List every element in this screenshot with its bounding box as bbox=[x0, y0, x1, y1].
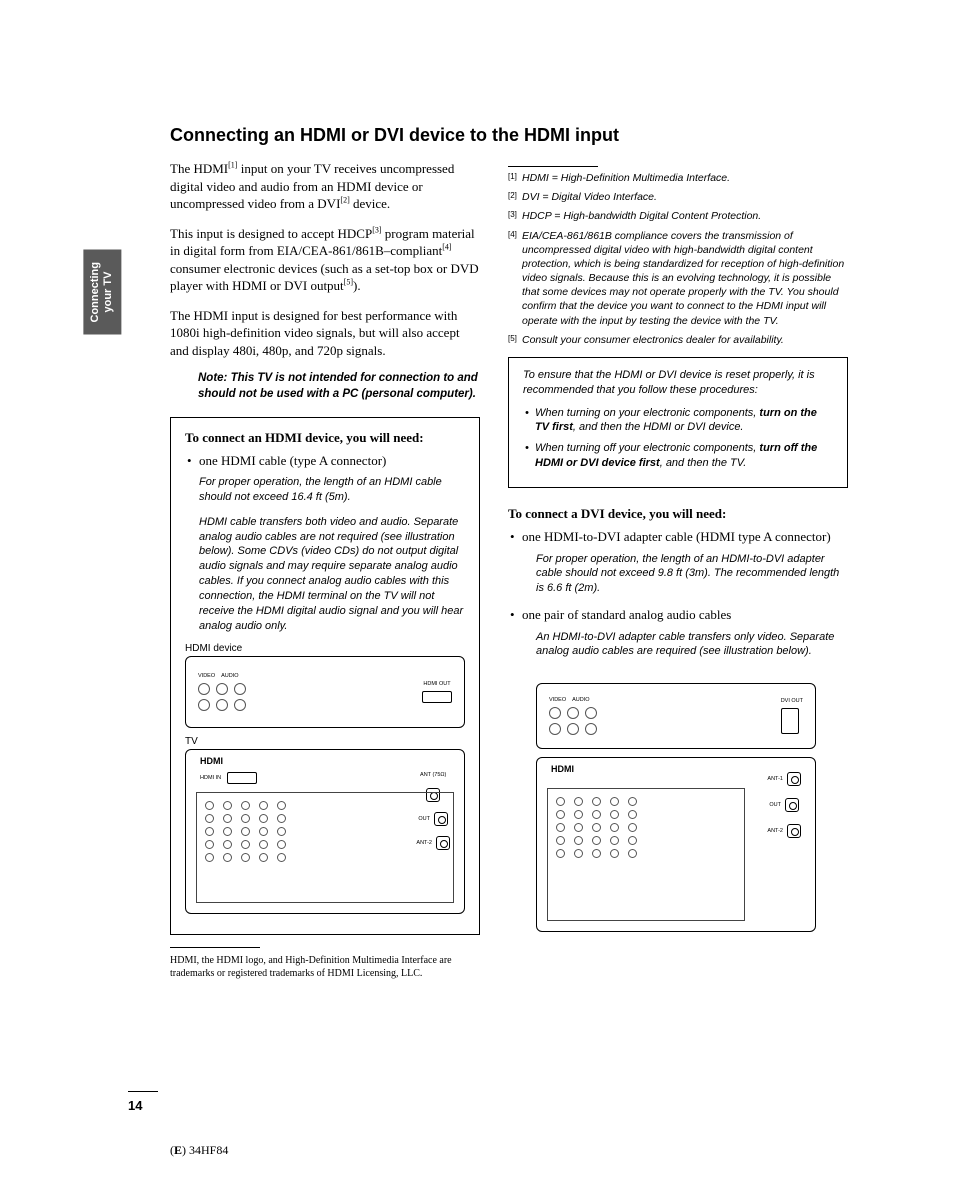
ant1-port-icon bbox=[787, 772, 801, 786]
footer-model: (E) 34HF84 bbox=[170, 1143, 228, 1158]
dvi-port-icon bbox=[781, 708, 799, 734]
tv-inner-panel bbox=[196, 792, 454, 903]
pc-note: Note: This TV is not intended for connec… bbox=[198, 371, 480, 402]
hdmi-logo: HDMI bbox=[200, 756, 223, 766]
tab-line2: your TV bbox=[102, 272, 114, 313]
trademark-note: HDMI, the HDMI logo, and High-Definition… bbox=[170, 954, 480, 980]
para-1: The HDMI[1] input on your TV receives un… bbox=[170, 160, 480, 213]
device-av-ports: VIDEO AUDIO bbox=[198, 673, 246, 711]
out-port-icon-2 bbox=[785, 798, 799, 812]
tv-inner-panel-2 bbox=[547, 788, 745, 921]
ant2-port-icon-2 bbox=[787, 824, 801, 838]
diagram-label-tv: TV bbox=[185, 736, 465, 747]
callout-bullet-1: When turning on your electronic componen… bbox=[523, 406, 833, 436]
dvi-device-av-ports: VIDEO AUDIO bbox=[549, 697, 597, 735]
chapter-tab: Connecting your TV bbox=[83, 250, 121, 335]
dvi-subhead: To connect a DVI device, you will need: bbox=[508, 506, 848, 522]
hdmi-note-1: For proper operation, the length of an H… bbox=[199, 475, 465, 505]
hdmi-bullet-1: one HDMI cable (type A connector) bbox=[185, 452, 465, 470]
hdmi-note-2: HDMI cable transfers both video and audi… bbox=[199, 515, 465, 634]
tab-line1: Connecting bbox=[89, 262, 101, 323]
hdmi-port-icon bbox=[422, 691, 452, 703]
right-column: [1]HDMI = High-Definition Multimedia Int… bbox=[508, 160, 848, 980]
page-content: Connecting an HDMI or DVI device to the … bbox=[170, 125, 850, 980]
reset-procedure-callout: To ensure that the HDMI or DVI device is… bbox=[508, 357, 848, 488]
hdmi-logo-2: HDMI bbox=[551, 764, 574, 774]
dvi-tv-diagram: HDMI ANT-1 OUT ANT-2 bbox=[536, 757, 816, 932]
dvi-bullet-1: one HDMI-to-DVI adapter cable (HDMI type… bbox=[508, 528, 848, 546]
hdmi-box-title: To connect an HDMI device, you will need… bbox=[185, 430, 465, 446]
footnote-rule-right bbox=[508, 166, 598, 167]
para-3: The HDMI input is designed for best perf… bbox=[170, 307, 480, 360]
diagram-label-device: HDMI device bbox=[185, 643, 465, 654]
device-hdmi-out: HDMI OUT bbox=[422, 681, 452, 703]
callout-bullet-2: When turning off your electronic compone… bbox=[523, 441, 833, 471]
footnote-4: [4]EIA/CEA-861/861B compliance covers th… bbox=[508, 229, 848, 328]
page-heading: Connecting an HDMI or DVI device to the … bbox=[170, 125, 850, 146]
hdmi-connect-box: To connect an HDMI device, you will need… bbox=[170, 417, 480, 936]
footnote-rule-left bbox=[170, 947, 260, 948]
dvi-bullet-2: one pair of standard analog audio cables bbox=[508, 606, 848, 624]
hdmi-device-diagram: VIDEO AUDIO HDMI OUT bbox=[185, 656, 465, 728]
footnote-5: [5]Consult your consumer electronics dea… bbox=[508, 333, 848, 347]
left-column: The HDMI[1] input on your TV receives un… bbox=[170, 160, 480, 980]
hdmi-in-port-icon bbox=[227, 772, 257, 784]
dvi-note-1: For proper operation, the length of an H… bbox=[536, 552, 848, 597]
tv-back-diagram: HDMI HDMI IN ANT (75Ω) OUT ANT-2 bbox=[185, 749, 465, 914]
footnote-2: [2]DVI = Digital Video Interface. bbox=[508, 190, 848, 204]
dvi-out-port: DVI OUT bbox=[781, 698, 803, 734]
para-2: This input is designed to accept HDCP[3]… bbox=[170, 225, 480, 295]
two-column-layout: The HDMI[1] input on your TV receives un… bbox=[170, 160, 850, 980]
dvi-note-2: An HDMI-to-DVI adapter cable transfers o… bbox=[536, 630, 848, 660]
callout-intro: To ensure that the HDMI or DVI device is… bbox=[523, 368, 833, 398]
footnote-3: [3]HDCP = High-bandwidth Digital Content… bbox=[508, 209, 848, 223]
dvi-device-diagram: VIDEO AUDIO DVI OUT bbox=[536, 683, 816, 749]
footnote-1: [1]HDMI = High-Definition Multimedia Int… bbox=[508, 171, 848, 185]
page-number: 14 bbox=[128, 1091, 158, 1113]
